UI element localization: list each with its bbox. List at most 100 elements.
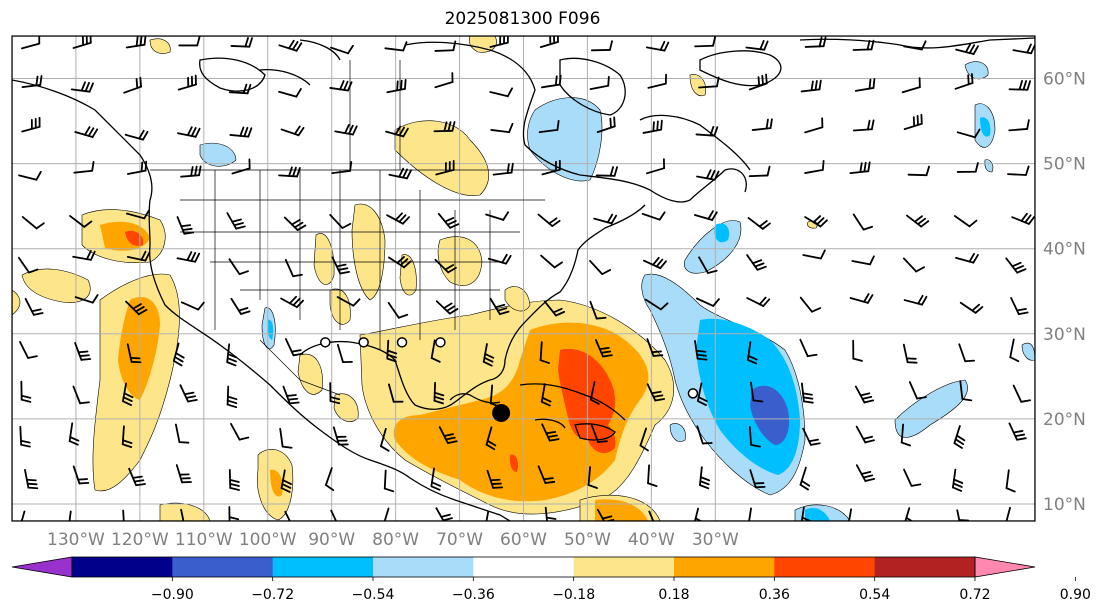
wind-barb (804, 117, 824, 134)
wind-barb (855, 464, 876, 482)
wind-barb (73, 160, 95, 174)
wind-barb (903, 468, 922, 487)
wind-barb (279, 427, 293, 449)
wind-barb (953, 215, 978, 228)
map-frame (11, 35, 1036, 522)
wind-barb (485, 211, 510, 221)
wind-barb (852, 39, 875, 51)
negative-anomaly-region (984, 159, 994, 173)
positive-anomaly-region (595, 499, 648, 521)
wind-barb (537, 465, 556, 484)
wind-barb (748, 165, 771, 178)
storm-track-marker (435, 337, 446, 348)
wind-barb (128, 467, 146, 487)
wind-barb (329, 213, 352, 229)
wind-barb (1012, 384, 1032, 403)
wind-barb (68, 422, 80, 446)
wind-barb (956, 162, 979, 173)
wind-barb (642, 119, 663, 134)
wind-barb (593, 213, 618, 225)
wind-barb (802, 249, 826, 260)
wind-barb (804, 215, 828, 228)
latitude-label: 30°N (1043, 325, 1086, 345)
wind-barb (854, 78, 876, 92)
longitude-label: 60°W (500, 530, 547, 550)
wind-barb (540, 383, 552, 407)
wind-barb (537, 213, 561, 227)
storm-current-position-marker (492, 403, 511, 422)
wind-barb (1005, 506, 1011, 521)
wind-barb (594, 339, 613, 358)
wind-barb (1007, 165, 1030, 176)
wind-barb (126, 209, 150, 220)
colorbar-labels: −0.90 −0.72 −0.54 −0.36 −0.18 0.18 0.36 0.54 0.7… (151, 577, 1091, 603)
negative-anomaly-region (894, 379, 968, 438)
wind-barb (1012, 43, 1035, 55)
wind-barb (177, 74, 197, 91)
wind-barb (750, 381, 764, 403)
wind-barb (435, 507, 455, 521)
wind-barb (492, 162, 514, 176)
wind-barb (228, 258, 249, 276)
positive-anomaly-region (297, 353, 323, 395)
wind-barb (952, 468, 964, 492)
colorbar-tick-label: 0.36 (759, 587, 790, 603)
latitude-label: 60°N (1043, 70, 1086, 90)
wind-barb (955, 43, 979, 55)
longitude-label: 50°W (564, 530, 611, 550)
wind-barb (387, 302, 409, 319)
wind-barb (748, 73, 768, 91)
colorbar-tick-label: −0.54 (352, 587, 395, 603)
wind-barb (122, 382, 134, 406)
wind-barb (278, 166, 301, 178)
wind-barb (645, 40, 670, 52)
wind-barb (1011, 212, 1035, 225)
colorbar-tick-label: −0.90 (151, 587, 194, 603)
wind-barb (639, 427, 649, 452)
wind-barb (487, 253, 512, 265)
wind-barb (331, 161, 353, 175)
positive-anomaly-region (509, 454, 519, 472)
wind-barb (430, 467, 442, 491)
wind-barb (901, 77, 921, 94)
wind-barb (903, 294, 928, 306)
wind-barb (590, 424, 608, 443)
wind-barb (696, 425, 713, 445)
wind-barb (21, 116, 41, 133)
wind-barb (1010, 296, 1029, 316)
wind-barb (903, 40, 927, 51)
wind-barb (589, 259, 612, 276)
wind-barb (908, 381, 927, 400)
longitude-label: 30°W (692, 530, 739, 550)
colorbar-extend-low (11, 556, 73, 578)
wind-barb (800, 79, 822, 93)
wind-barb (647, 73, 667, 89)
wind-barb (954, 73, 974, 90)
wind-barb (539, 341, 550, 364)
wind-barb (804, 36, 827, 48)
wind-barb (19, 340, 38, 359)
wind-barb (336, 344, 353, 364)
wind-barb (696, 169, 720, 181)
wind-barb (1008, 119, 1030, 132)
wind-barb (694, 36, 717, 48)
wind-barb (855, 425, 875, 444)
wind-barb (697, 382, 708, 406)
wind-barb (175, 464, 192, 484)
colorbar-outline (71, 556, 976, 578)
wind-barb (799, 338, 818, 358)
positive-anomaly-region (394, 120, 489, 196)
wind-barb (230, 422, 250, 441)
positive-anomaly-region (118, 297, 160, 400)
negative-anomaly-region (669, 423, 686, 442)
wind-barb (595, 166, 619, 177)
wind-barb (329, 382, 341, 405)
wind-barb (849, 161, 871, 175)
wind-barb (958, 343, 976, 363)
wind-barbs (17, 36, 1035, 521)
coastlines (12, 37, 1035, 521)
colorbar-tick-label: 0.72 (959, 587, 990, 603)
wind-barb (587, 466, 598, 489)
wind-barb (386, 212, 410, 225)
